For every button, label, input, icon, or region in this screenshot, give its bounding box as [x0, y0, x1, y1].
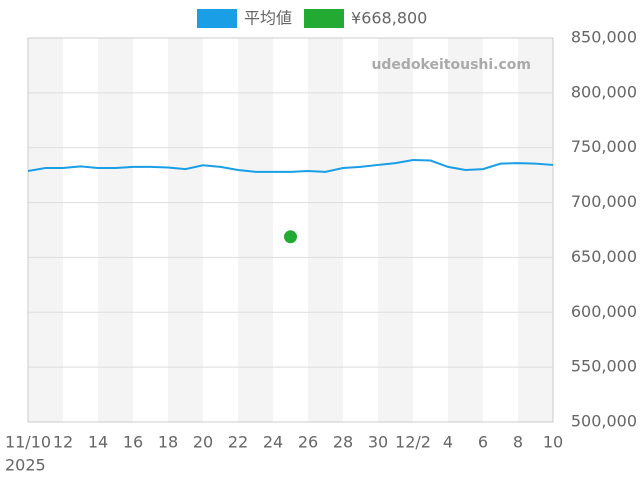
stripe [308, 38, 343, 422]
y-tick-label: 550,000 [571, 357, 637, 376]
x-tick-label: 26 [298, 433, 318, 452]
background [28, 38, 553, 422]
x-tick-label: 22 [228, 433, 248, 452]
stripe [168, 38, 203, 422]
x-tick-label: 4 [443, 433, 453, 452]
x-tick-label: 10 [543, 433, 563, 452]
y-tick-label: 750,000 [571, 137, 637, 156]
x-tick-label: 16 [123, 433, 143, 452]
year-label: 2025 [5, 456, 46, 475]
line [27, 158, 554, 173]
legend-swatch [197, 9, 237, 28]
watermark: udedokeitoushi.com [371, 57, 531, 73]
x-tick-label: 12 [53, 433, 73, 452]
y-tick-label: 850,000 [571, 28, 637, 47]
legend-label: 平均値 [244, 9, 292, 28]
plot-border [27, 37, 554, 423]
x-tick-label: 12/2 [395, 433, 431, 452]
x-tick-label: 20 [193, 433, 213, 452]
x-tick-label: 11/10 [5, 433, 51, 452]
x-tick-label: 24 [263, 433, 283, 452]
y-tick-label: 600,000 [571, 302, 637, 321]
stripe [378, 38, 413, 422]
stripe [238, 38, 273, 422]
y-tick-label: 650,000 [571, 247, 637, 266]
y-tick-label: 700,000 [571, 192, 637, 211]
legend-label: ¥668,800 [351, 9, 427, 28]
stripe [518, 38, 553, 422]
y-tick-label: 500,000 [571, 412, 637, 431]
y-tick-label: 800,000 [571, 82, 637, 101]
x-tick-label: 14 [88, 433, 108, 452]
x-tick-label: 28 [333, 433, 353, 452]
legend-swatch [304, 9, 345, 28]
stripe [28, 38, 63, 422]
x-tick-label: 8 [513, 433, 523, 452]
point [284, 230, 297, 244]
stripe [98, 38, 133, 422]
stripe [448, 38, 483, 422]
x-tick-label: 30 [368, 433, 388, 452]
x-tick-label: 6 [478, 433, 488, 452]
x-tick-label: 18 [158, 433, 178, 452]
